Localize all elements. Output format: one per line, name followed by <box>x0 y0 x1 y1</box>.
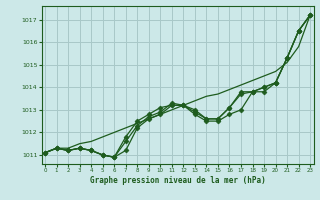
X-axis label: Graphe pression niveau de la mer (hPa): Graphe pression niveau de la mer (hPa) <box>90 176 266 185</box>
